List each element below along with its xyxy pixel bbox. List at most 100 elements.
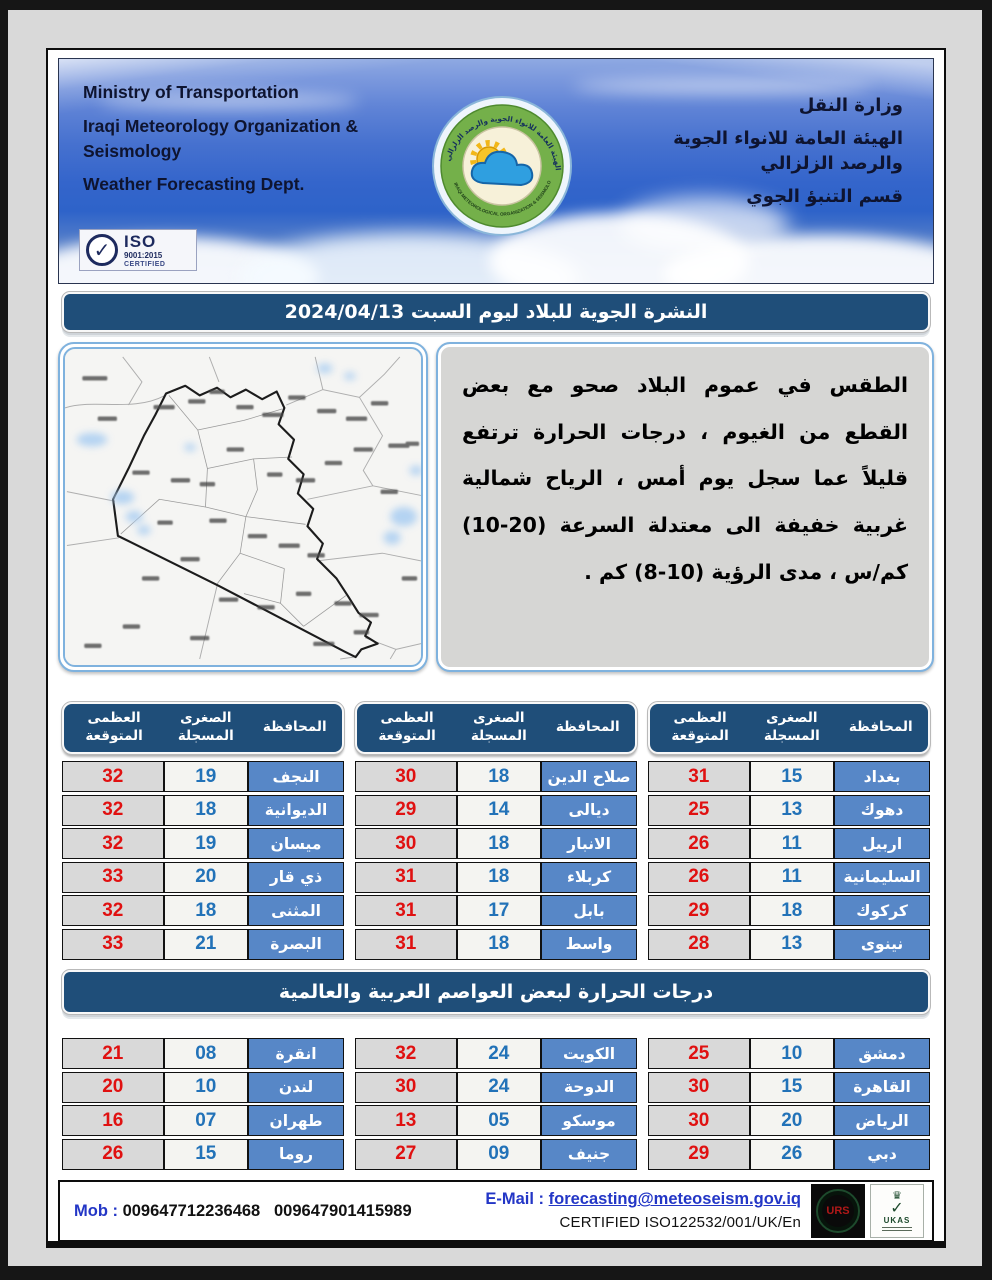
min-temp-cell: 11	[749, 828, 835, 859]
max-temp-cell: 21	[62, 1038, 164, 1069]
max-temp-cell: 32	[62, 895, 164, 926]
ministry-ar: وزارة النقل	[798, 95, 903, 116]
ukas-small-text	[882, 1226, 912, 1232]
city-cell: السليمانية	[834, 861, 930, 893]
city-cell: المثنى	[248, 895, 344, 926]
capitals-section-title: درجات الحرارة لبعض العواصم العربية والعا…	[278, 981, 714, 1003]
col-governorate: المحافظة	[555, 719, 620, 736]
max-temp-cell: 32	[62, 761, 164, 792]
cloud-streak	[99, 93, 359, 109]
page-margin: Ministry of Transportation Iraqi Meteoro…	[8, 10, 982, 1266]
min-temp-cell: 18	[163, 895, 249, 926]
table-row: 16 07 طهران	[62, 1105, 344, 1136]
urs-label: URS	[826, 1205, 850, 1217]
map-place-labels	[82, 376, 420, 648]
min-temp-cell: 19	[163, 761, 249, 792]
table-row: 26 11 السليمانية	[648, 861, 930, 893]
governorate-borders	[120, 395, 347, 627]
iso-badge: ✓ ISO 9001:2015 CERTIFIED	[79, 229, 197, 271]
iraq-map	[65, 354, 421, 660]
table-row: 33 21 البصرة	[62, 928, 344, 960]
gov-group-1: العظمى المتوقعة الصغرى المسجلة المحافظة …	[61, 701, 345, 962]
max-temp-cell: 30	[355, 828, 457, 859]
table-row: 31 18 واسط	[355, 928, 637, 960]
city-cell: موسكو	[541, 1105, 637, 1136]
gov-group-3: العظمى المتوقعة الصغرى المسجلة المحافظة …	[647, 701, 931, 962]
org-en-2: Seismology	[83, 140, 182, 161]
table-row: 29 14 ديالى	[355, 794, 637, 826]
table-row: 21 08 انقرة	[62, 1038, 344, 1069]
max-temp-cell: 31	[355, 895, 457, 926]
min-temp-cell: 09	[456, 1138, 542, 1170]
gov-group-2: العظمى المتوقعة الصغرى المسجلة المحافظة …	[354, 701, 638, 962]
min-temp-cell: 24	[456, 1071, 542, 1103]
table-row: 30 24 الدوحة	[355, 1071, 637, 1103]
email-label: E-Mail :	[485, 1190, 545, 1209]
table-row: 30 15 القاهرة	[648, 1071, 930, 1103]
min-temp-cell: 13	[749, 794, 835, 826]
col-max-expected: العظمى المتوقعة	[671, 710, 729, 744]
min-temp-cell: 18	[163, 794, 249, 826]
max-temp-cell: 33	[62, 861, 164, 893]
email-link[interactable]: forecasting@meteoseism.gov.iq	[548, 1190, 801, 1209]
iso-title: ISO	[124, 231, 157, 251]
ukas-label: UKAS	[883, 1215, 911, 1225]
city-cell: دهوك	[834, 794, 930, 826]
bulletin-title: النشرة الجوية للبلاد ليوم السبت 2024/04/…	[284, 301, 708, 323]
city-cell: صلاح الدين	[541, 761, 637, 792]
table-row: 32 18 الديوانية	[62, 794, 344, 826]
table-row: 25 13 دهوك	[648, 794, 930, 826]
max-temp-cell: 30	[355, 761, 457, 792]
min-temp-cell: 18	[456, 861, 542, 893]
max-temp-cell: 30	[648, 1105, 750, 1136]
gov-table-header: العظمى المتوقعة الصغرى المسجلة المحافظة	[61, 701, 345, 755]
table-row: 26 11 اربيل	[648, 828, 930, 859]
min-temp-cell: 20	[163, 861, 249, 893]
city-cell: طهران	[248, 1105, 344, 1136]
min-temp-cell: 15	[749, 761, 835, 792]
min-temp-cell: 18	[456, 928, 542, 960]
max-temp-cell: 25	[648, 794, 750, 826]
max-temp-cell: 30	[648, 1071, 750, 1103]
cap-group-1: 21 08 انقرة 20 10 لندن 16 07 طهران 26 15 روما	[62, 1038, 344, 1172]
email-line: E-Mail : forecasting@meteoseism.gov.iq	[485, 1187, 801, 1212]
table-row: 29 26 دبي	[648, 1138, 930, 1170]
table-row: 25 10 دمشق	[648, 1038, 930, 1069]
org-ar: الهيئة العامة للانواء الجوية	[673, 128, 903, 149]
cap-group-3: 25 10 دمشق 30 15 القاهرة 30 20 الرياض 29 26 دبي	[648, 1038, 930, 1172]
min-temp-cell: 18	[456, 761, 542, 792]
forecast-text: الطقس في عموم البلاد صحو مع بعض القطع من…	[462, 373, 908, 584]
iraq-map-panel	[58, 342, 428, 672]
ukas-logo-icon: ♛ ✓ UKAS	[870, 1184, 924, 1238]
table-row: 32 19 النجف	[62, 761, 344, 792]
table-row: 31 15 بغداد	[648, 761, 930, 792]
certified-text: CERTIFIED ISO122532/001/UK/En	[559, 1214, 801, 1232]
org-ar-2: والرصد الزلزالي	[760, 153, 903, 174]
min-temp-cell: 19	[163, 828, 249, 859]
org-name-arabic: وزارة النقل الهيئة العامة للانواء الجوية…	[673, 95, 903, 219]
col-min-recorded: الصغرى المسجلة	[470, 710, 527, 744]
mobile-number-2: 009647901415989	[274, 1201, 412, 1220]
min-temp-cell: 13	[749, 928, 835, 960]
cloud-bank	[619, 197, 789, 253]
crown-icon: ♛	[892, 1189, 902, 1202]
min-temp-cell: 20	[749, 1105, 835, 1136]
city-cell: جنيف	[541, 1138, 637, 1170]
max-temp-cell: 26	[648, 861, 750, 893]
city-cell: دمشق	[834, 1038, 930, 1069]
city-cell: ميسان	[248, 828, 344, 859]
city-cell: نينوى	[834, 928, 930, 960]
min-temp-cell: 24	[456, 1038, 542, 1069]
max-temp-cell: 25	[648, 1038, 750, 1069]
footer-contact-bar: Mob : 009647712236468 009647901415989 E-…	[58, 1180, 934, 1242]
min-temp-cell: 26	[749, 1138, 835, 1170]
min-temp-cell: 14	[456, 794, 542, 826]
table-row: 26 15 روما	[62, 1138, 344, 1170]
table-row: 28 13 نينوى	[648, 928, 930, 960]
col-governorate: المحافظة	[262, 719, 327, 736]
capitals-section-bar: درجات الحرارة لبعض العواصم العربية والعا…	[61, 969, 931, 1015]
table-row: 31 17 بابل	[355, 895, 637, 926]
col-governorate: المحافظة	[848, 719, 913, 736]
city-cell: اربيل	[834, 828, 930, 859]
bulletin-date-bar: النشرة الجوية للبلاد ليوم السبت 2024/04/…	[61, 291, 931, 333]
